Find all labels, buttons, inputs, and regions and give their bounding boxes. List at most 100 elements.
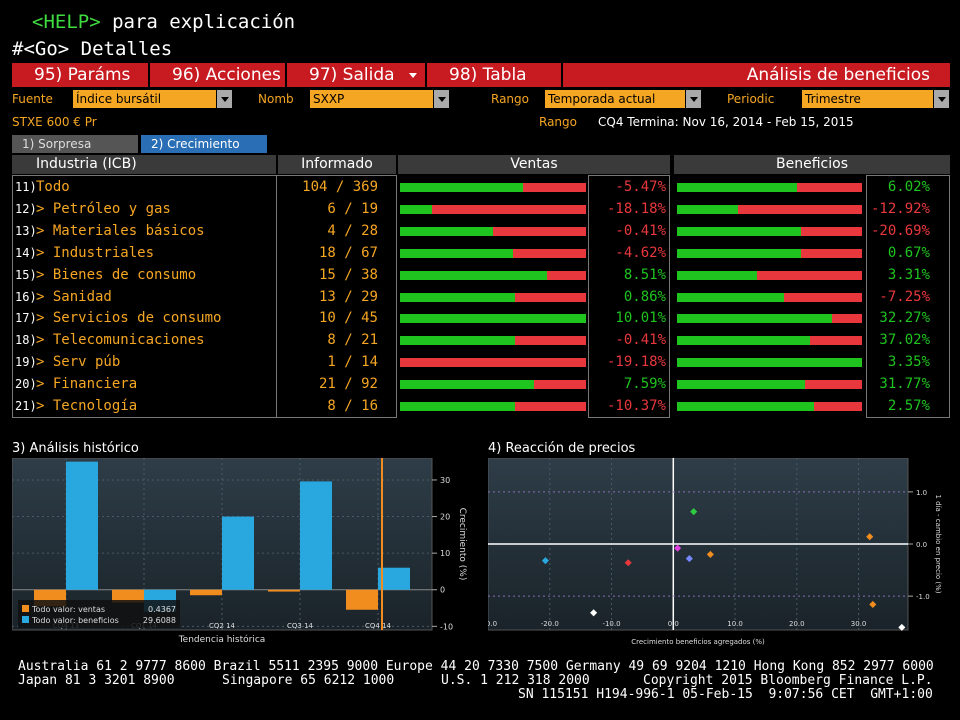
range-dropdown-button[interactable]: [686, 90, 701, 108]
scatter-ylabel: 1 día - cambio en precio (%): [934, 494, 942, 593]
table-label: 98) Tabla: [449, 65, 527, 85]
range-select[interactable]: Temporada actual: [545, 90, 685, 108]
table-row[interactable]: 13) > Materiales básicos 4 / 28 -0.41% -20.6…: [12, 220, 950, 242]
reported-count: 6 / 19: [327, 200, 378, 217]
row-number: 19): [15, 355, 37, 370]
industry-name[interactable]: > Bienes de consumo: [36, 266, 197, 283]
earnings-bar-positive: [677, 183, 797, 192]
table-row[interactable]: 14) > Industriales 18 / 67 -4.62% 0.67%: [12, 242, 950, 264]
header-sales[interactable]: Ventas: [398, 155, 670, 174]
earnings-growth-pct: -20.69%: [870, 222, 930, 239]
price-reaction-title: 4) Reacción de precios: [488, 441, 636, 456]
source-label: Fuente: [12, 92, 53, 106]
scatter-xtick-label: -30.0: [488, 620, 497, 628]
earnings-bar-negative: [801, 226, 862, 236]
industry-name[interactable]: > Serv púb: [36, 354, 121, 371]
header-industry[interactable]: Industria (ICB): [12, 155, 276, 174]
table-row[interactable]: 21) > Tecnología 8 / 16 -10.37% 2.57%: [12, 395, 950, 417]
sales-bar-negative: [432, 204, 586, 214]
industry-name[interactable]: > Tecnología: [36, 398, 138, 414]
footer-line3: SN 115151 H194-996-1 05-Feb-15 9:07:56 C…: [518, 687, 933, 702]
industry-name[interactable]: > Financiera: [36, 376, 138, 393]
output-button[interactable]: 97) Salida: [287, 63, 427, 87]
earnings-growth-pct: 0.67%: [887, 244, 930, 261]
table-row[interactable]: 17) > Servicios de consumo 10 / 45 10.01% 32…: [12, 307, 950, 329]
row-number: 21): [15, 399, 37, 413]
legend-beneficios-name: Todo valor: beneficios: [31, 616, 119, 625]
reported-column-box: [276, 175, 397, 418]
sales-bar-positive: [400, 183, 523, 192]
table-row[interactable]: 20) > Financiera 21 / 92 7.59% 31.77%: [12, 373, 950, 395]
params-button[interactable]: 95) Paráms: [12, 63, 150, 87]
page-title: Análisis de beneficios: [746, 65, 930, 85]
legend-swatch-beneficios: [22, 616, 29, 623]
table-row[interactable]: 15) > Bienes de consumo 15 / 38 8.51% 3.31%: [12, 264, 950, 286]
earnings-growth-pct: 37.02%: [879, 332, 930, 349]
historic-xlabel: Tendencia histórica: [178, 634, 266, 645]
sales-growth-pct: 8.51%: [623, 266, 666, 283]
name-label: Nomb: [258, 92, 294, 106]
sales-growth-pct: -10.37%: [606, 398, 666, 414]
header-reported[interactable]: Informado: [278, 155, 396, 174]
earnings-bar-positive: [677, 314, 832, 324]
industry-name[interactable]: Todo: [36, 179, 70, 195]
source-dropdown-button[interactable]: [217, 90, 232, 108]
chevron-down-icon: [937, 96, 946, 102]
industry-name[interactable]: > Materiales básicos: [36, 222, 205, 239]
earnings-bar-negative: [801, 248, 862, 258]
scatter-xtick-label: 30.0: [851, 620, 867, 628]
scatter-ytick-label: -1.0: [916, 593, 930, 601]
table-row[interactable]: 11) Todo 104 / 369 -5.47% 6.02%: [12, 176, 950, 198]
sales-bar-negative: [513, 248, 586, 258]
params-label: 95) Paráms: [34, 65, 131, 85]
reported-count: 4 / 28: [327, 222, 378, 239]
earnings-growth-pct: 2.57%: [887, 398, 930, 414]
table-row[interactable]: 12) > Petróleo y gas 6 / 19 -18.18% -12.92%: [12, 198, 950, 220]
reported-count: 8 / 21: [327, 332, 378, 349]
historic-title: 3) Análisis histórico: [12, 441, 139, 456]
row-number: 13): [15, 223, 37, 238]
name-select[interactable]: SXXP: [310, 90, 433, 108]
table-button[interactable]: 98) Tabla: [427, 63, 563, 87]
periodic-select[interactable]: Trimestre: [802, 90, 933, 108]
earnings-growth-bar: [222, 516, 254, 590]
industry-name[interactable]: > Servicios de consumo: [36, 310, 222, 327]
range-period-text: CQ4 Termina: Nov 16, 2014 - Feb 15, 2015: [598, 115, 854, 129]
table-row[interactable]: 18) > Telecomunicaciones 8 / 21 -0.41% 37.02…: [12, 329, 950, 351]
source-select[interactable]: Índice bursátil: [73, 90, 216, 108]
sales-bar-positive: [400, 226, 493, 236]
sales-growth-bar: [268, 589, 300, 592]
industry-name[interactable]: > Sanidad: [36, 288, 112, 305]
earnings-growth-pct: 3.35%: [887, 354, 930, 371]
table-row[interactable]: 19) > Serv púb 1 / 14 -19.18% 3.35%: [12, 351, 950, 373]
sales-bar-negative: [400, 358, 586, 368]
name-dropdown-button[interactable]: [434, 90, 449, 108]
historic-xtick-label: CQ3 14: [287, 622, 314, 630]
sales-bar-positive: [400, 336, 515, 346]
earnings-growth-bar: [378, 567, 410, 590]
industry-name[interactable]: > Petróleo y gas: [36, 200, 171, 217]
industry-name[interactable]: > Telecomunicaciones: [36, 332, 205, 349]
earnings-growth-pct: 32.27%: [879, 310, 930, 327]
go-text: Detalles: [69, 38, 173, 60]
tab-crecimiento[interactable]: 2) Crecimiento: [141, 135, 267, 153]
range-label: Rango: [491, 92, 529, 106]
historic-xtick-label: CQ4 14: [365, 622, 392, 630]
tab-sorpresa[interactable]: 1) Sorpresa: [12, 135, 138, 153]
row-number: 16): [15, 289, 37, 304]
legend-ventas-name: Todo valor: ventas: [31, 605, 105, 614]
help-text: para explicación: [100, 11, 296, 33]
historic-legend: Todo valor: ventas 0.4367 Todo valor: be…: [18, 600, 180, 628]
sales-bar-positive: [400, 204, 432, 214]
table-row[interactable]: 16) > Sanidad 13 / 29 0.86% -7.25%: [12, 286, 950, 308]
sales-growth-pct: 0.86%: [623, 288, 666, 305]
header-earnings[interactable]: Beneficios: [674, 155, 950, 174]
periodic-dropdown-button[interactable]: [934, 90, 949, 108]
chevron-down-icon: [408, 72, 417, 78]
industry-name[interactable]: > Industriales: [36, 244, 155, 261]
sales-growth-pct: -5.47%: [615, 179, 666, 195]
reported-count: 18 / 67: [318, 244, 378, 261]
sales-growth-pct: -18.18%: [606, 200, 666, 217]
actions-button[interactable]: 96) Acciones: [150, 63, 287, 102]
earnings-bar-negative: [784, 292, 862, 302]
